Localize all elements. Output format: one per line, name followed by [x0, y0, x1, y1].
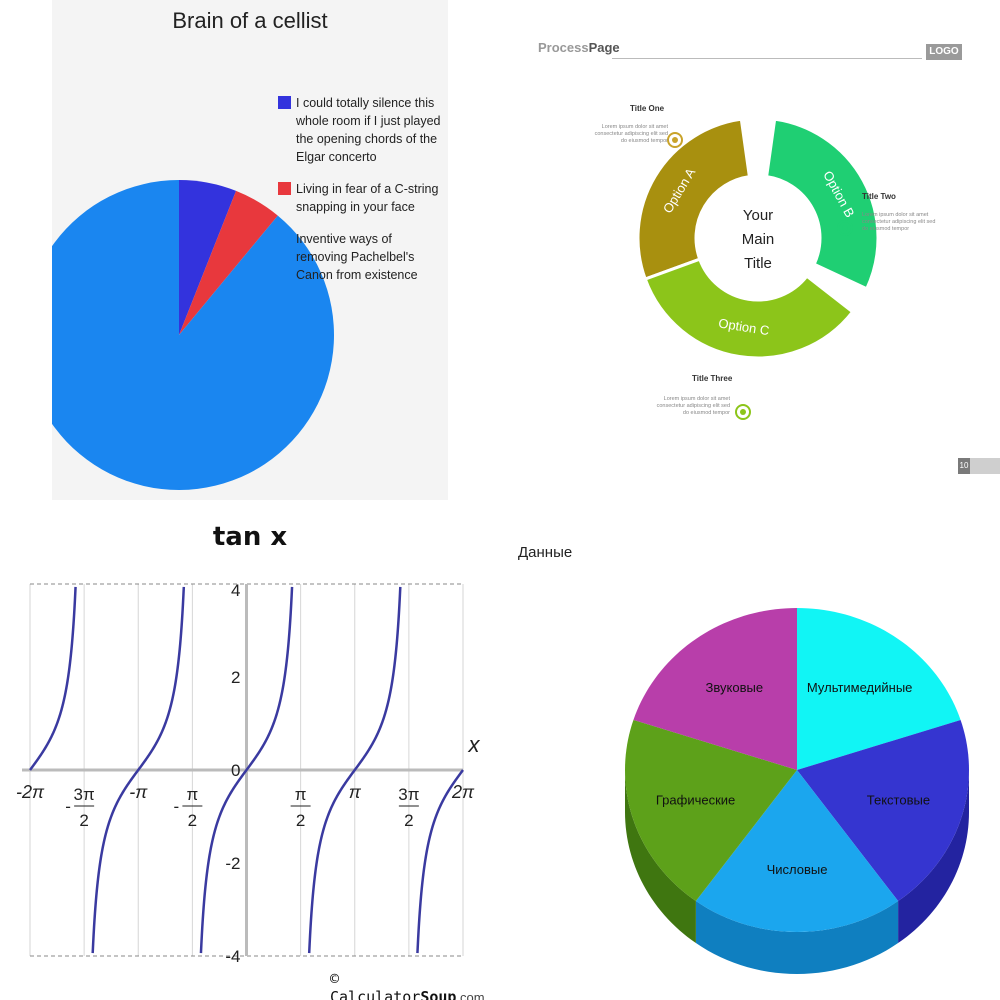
- svg-text:3π: 3π: [74, 785, 95, 804]
- center-circle: [698, 178, 818, 298]
- callout-icon: [667, 132, 683, 148]
- svg-text:2: 2: [404, 811, 413, 830]
- y-tick-label: 0: [231, 761, 240, 780]
- center-title-line: Title: [744, 255, 772, 272]
- x-tick-label: π 2-: [174, 785, 203, 830]
- svg-text:2: 2: [79, 811, 88, 830]
- callout-icon: [837, 220, 853, 236]
- legend-swatch: [278, 182, 291, 195]
- callout-icon-dot: [842, 225, 848, 231]
- svg-text:π: π: [295, 785, 307, 804]
- svg-text:2: 2: [296, 811, 305, 830]
- x-tick-label: 3π2: [398, 785, 419, 830]
- header-divider: [612, 58, 922, 59]
- tan-curve-branch: [307, 586, 402, 954]
- brand-name-bold: Soup: [420, 988, 457, 1000]
- callout-text: Lorem ipsum dolor sit amet consectetur a…: [594, 124, 668, 144]
- legend-label: Living in fear of a C-string snapping in…: [296, 182, 439, 214]
- pie-side-wall: [898, 770, 969, 944]
- copyright-symbol: ©: [330, 970, 340, 988]
- x-tick-label: 3π 2-: [65, 785, 94, 830]
- svg-text:-: -: [65, 797, 71, 816]
- tan-curve-branch: [416, 769, 464, 954]
- x-axis-label: x: [468, 732, 481, 757]
- chart-title: Brain of a cellist: [172, 8, 328, 33]
- pie-slice: [179, 180, 237, 335]
- x-tick-label: -π: [129, 782, 148, 802]
- center-title-line: Your: [743, 207, 773, 224]
- legend-item: Living in fear of a C-string snapping in…: [278, 180, 446, 216]
- pie-slice: [633, 608, 797, 770]
- cellist-pie-chart: [52, 180, 334, 490]
- tan-curve-branch: [199, 586, 294, 954]
- ring-segment: [643, 257, 855, 360]
- data-types-pie-panel: Данные Мультимедийные Текстовые Числовые Гр…: [500, 500, 1000, 1000]
- logo-badge: LOGO: [926, 44, 962, 60]
- legend-swatch: [278, 232, 291, 245]
- pie-slice: [625, 719, 797, 902]
- callout-icon-dot: [672, 137, 678, 143]
- tan-curve-branch: [29, 586, 77, 771]
- x-tick-label: π2: [290, 785, 311, 830]
- pie-side-wall: [625, 770, 696, 944]
- header-bold: Page: [588, 40, 620, 55]
- pie-slice: [797, 608, 961, 770]
- x-tick-label: π: [349, 782, 362, 802]
- svg-text:2: 2: [188, 811, 197, 830]
- legend-item: Inventive ways of removing Pachelbel's C…: [278, 230, 446, 284]
- svg-text:-: -: [174, 797, 180, 816]
- pie-slice: [797, 719, 969, 902]
- x-tick-label: 2π: [451, 782, 475, 802]
- ring-segment: [764, 117, 880, 291]
- page-number: 10: [958, 458, 970, 474]
- callout-text: Lorem ipsum dolor sit amet consectetur a…: [656, 396, 730, 416]
- y-tick-label: 4: [231, 581, 240, 600]
- svg-text:π: π: [187, 785, 199, 804]
- callout-text: Lorem ipsum dolor sit amet consectetur a…: [862, 212, 936, 232]
- x-tick-label: -2π: [16, 782, 45, 802]
- pie-slice: [52, 180, 334, 490]
- data-types-pie-chart: Мультимедийные Текстовые Числовые Графическ…: [625, 608, 969, 974]
- tan-curve-branch: [91, 586, 186, 954]
- legend-item: I could totally silence this whole room …: [278, 94, 446, 166]
- legend-swatch: [278, 96, 291, 109]
- callout-title: Title Three: [692, 374, 733, 383]
- center-title-line: Main: [742, 231, 775, 248]
- slice-label: Мультимедийные: [807, 680, 913, 695]
- y-tick-label: -4: [225, 947, 240, 966]
- y-tick-label: -2: [225, 854, 240, 873]
- tan-plot-panel: tan x -2π 3π 2- -π π 2- π 2 π 3π 2 2π 4 2 0 -2 -4 x © Cal…: [0, 500, 500, 1000]
- svg-text:3π: 3π: [398, 785, 419, 804]
- header-light: Process: [538, 40, 589, 55]
- callout-title: Title One: [630, 104, 665, 113]
- legend-label: I could totally silence this whole room …: [296, 96, 441, 164]
- callout-icon-dot: [740, 409, 746, 415]
- pie-side-wall: [695, 901, 899, 974]
- y-tick-label: 2: [231, 668, 240, 687]
- slice-label: Звуковые: [706, 680, 764, 695]
- legend-label: Inventive ways of removing Pachelbel's C…: [296, 232, 418, 282]
- calculatorsoup-credit: © CalculatorSoup.com: [330, 970, 500, 1000]
- ring-segment: [636, 117, 752, 281]
- process-page-panel: ProcessPage LOGO Option A Option B Option …: [500, 0, 1000, 500]
- pie-slice: [179, 190, 278, 335]
- callout-icon: [735, 404, 751, 420]
- chart-title: Данные: [518, 544, 573, 561]
- slice-label: Текстовые: [867, 792, 930, 807]
- pie-slice: [695, 770, 899, 932]
- process-page-header: ProcessPage: [538, 40, 620, 55]
- slice-label: Числовые: [767, 862, 828, 877]
- chart-title: tan x: [212, 522, 288, 552]
- cellist-pie-panel: Brain of a cellist I could totally silen…: [52, 0, 448, 500]
- slice-label: Графические: [656, 792, 735, 807]
- brand-name: Calculator: [330, 988, 421, 1000]
- brand-domain: .com: [456, 990, 485, 1000]
- callout-title: Title Two: [862, 192, 896, 201]
